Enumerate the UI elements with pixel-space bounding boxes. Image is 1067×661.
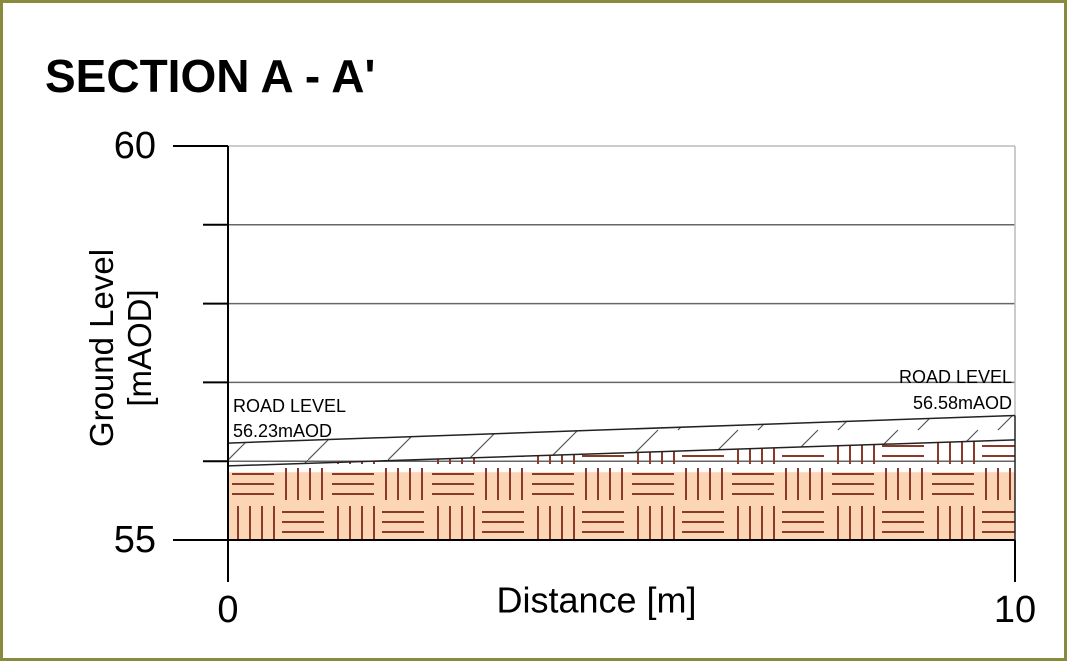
chart-title: SECTION A - A' bbox=[45, 50, 375, 102]
road-label: ROAD LEVEL bbox=[899, 367, 1012, 387]
road-line bbox=[227, 414, 1016, 444]
x-tick-label: 10 bbox=[994, 589, 1036, 631]
x-tick-label: 0 bbox=[217, 589, 238, 631]
road-layer bbox=[228, 415, 1015, 466]
subgrade-line bbox=[227, 439, 1016, 467]
y-tick-label: 60 bbox=[114, 125, 156, 167]
road-value-label: 56.23mAOD bbox=[233, 421, 332, 441]
road-value-label: 56.58mAOD bbox=[913, 393, 1012, 413]
x-axis-label: Distance [m] bbox=[496, 580, 696, 621]
y-tick-label: 55 bbox=[114, 519, 156, 561]
y-axis-label: Ground Level [mAOD] bbox=[83, 248, 158, 448]
road-label: ROAD LEVEL bbox=[233, 396, 346, 416]
brick-layer bbox=[228, 439, 1015, 540]
